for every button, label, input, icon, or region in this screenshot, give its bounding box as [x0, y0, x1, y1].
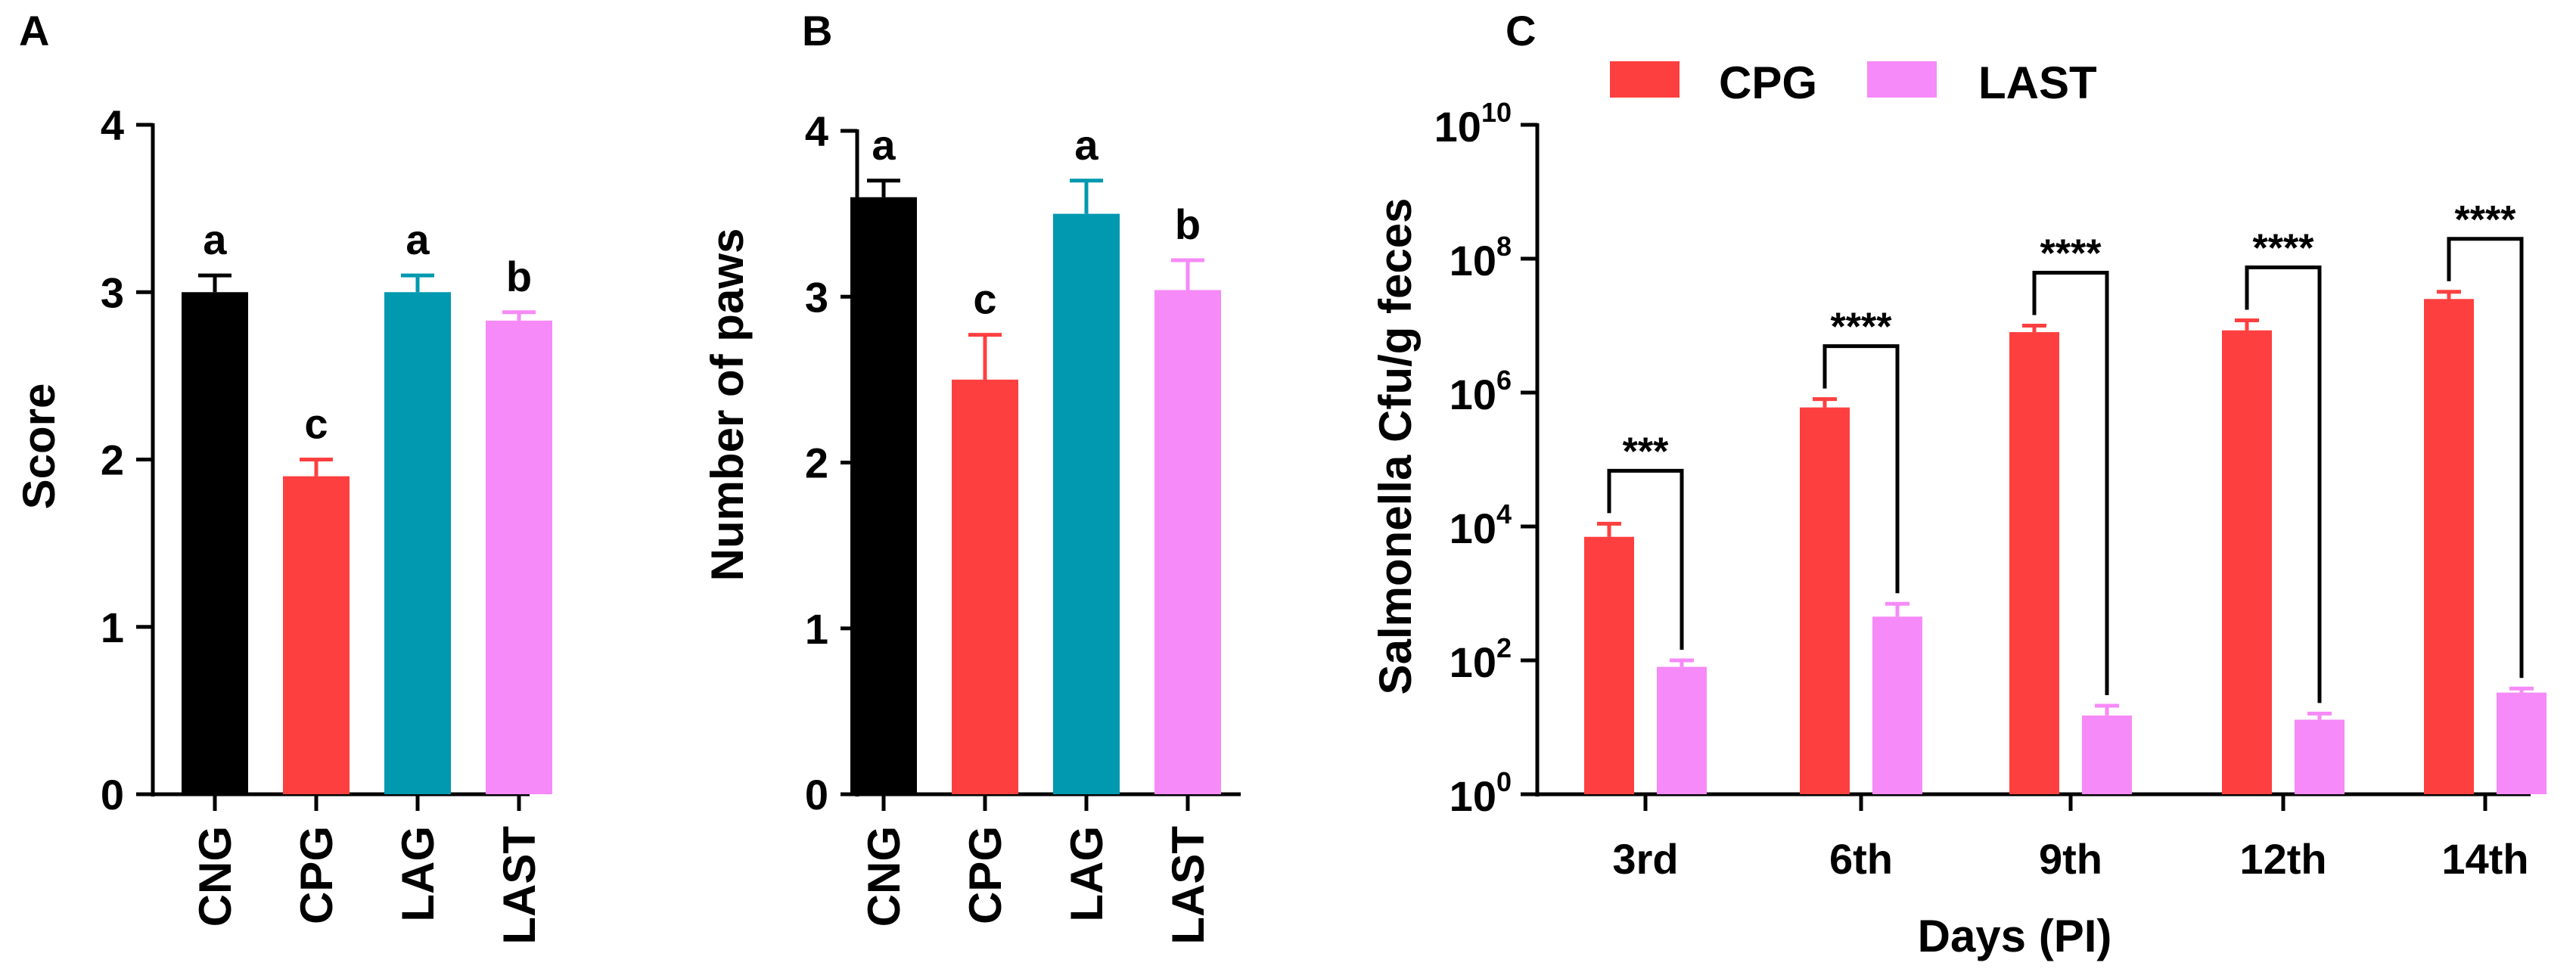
significance-stars: **** — [2455, 198, 2517, 242]
x-tick-label: 3rd — [1612, 835, 1678, 883]
y-tick-label: 108 — [1450, 231, 1512, 284]
significance-bracket — [2447, 237, 2524, 679]
y-tick-label: 2 — [805, 439, 828, 487]
significance-stars: **** — [1831, 306, 1893, 349]
significance-stars: **** — [2040, 232, 2102, 276]
bar-last-12th — [2295, 719, 2345, 794]
x-tick-label: 14th — [2441, 835, 2528, 883]
y-tick-label: 104 — [1450, 498, 1512, 552]
y-tick-label: 4 — [101, 101, 124, 149]
significance-letter: c — [973, 275, 996, 323]
x-tick-label: 6th — [1829, 835, 1893, 883]
bar-cpg-6th — [1800, 407, 1850, 794]
bar-cng — [182, 292, 248, 794]
y-tick-label: 3 — [101, 269, 124, 316]
significance-stars: **** — [2253, 226, 2315, 270]
bar-last — [1154, 290, 1221, 795]
significance-letter: a — [203, 216, 227, 263]
y-axis-label-b: Number of paws — [702, 228, 753, 582]
legend-label-last: LAST — [1978, 57, 2097, 108]
bar-cpg-3rd — [1584, 536, 1634, 794]
panel-label-b: B — [802, 7, 832, 54]
bar-cng — [850, 197, 917, 794]
legend-label-cpg: CPG — [1719, 57, 1817, 108]
legend-swatch-last — [1867, 61, 1937, 98]
bar-lag — [1053, 213, 1120, 794]
y-tick-label: 0 — [101, 771, 124, 818]
panel-c: C Salmonella Cfu/g feces Days (PI) CPG L… — [1370, 7, 2546, 961]
y-tick-label: 0 — [805, 771, 828, 818]
panel-label-c: C — [1506, 7, 1536, 54]
x-tick-label: CPG — [291, 826, 342, 924]
y-tick-label: 102 — [1450, 632, 1512, 686]
legend-swatch-cpg — [1610, 61, 1680, 98]
y-tick-label: 1010 — [1434, 97, 1512, 151]
bar-last — [486, 320, 552, 794]
y-tick-label: 1 — [101, 604, 124, 651]
x-tick-label: 12th — [2239, 835, 2326, 883]
x-tick-label: LAST — [494, 826, 545, 945]
x-tick-label: CPG — [960, 826, 1011, 924]
bar-cpg — [952, 379, 1018, 794]
bar-last-9th — [2082, 715, 2132, 794]
y-tick-label: 100 — [1450, 766, 1512, 820]
significance-letter: a — [872, 121, 896, 169]
significance-stars: *** — [1623, 430, 1669, 474]
significance-letter: b — [1175, 200, 1201, 248]
y-axis-label-c: Salmonella Cfu/g feces — [1370, 198, 1421, 695]
significance-bracket — [1822, 344, 1900, 594]
bar-cpg-9th — [2009, 332, 2059, 794]
significance-letter: a — [406, 216, 430, 263]
panel-label-a: A — [19, 7, 49, 54]
bar-last-14th — [2497, 692, 2546, 794]
significance-letter: c — [304, 400, 328, 448]
y-tick-label: 3 — [805, 273, 828, 321]
significance-bracket — [2245, 265, 2322, 703]
y-tick-label: 2 — [101, 436, 124, 484]
significance-letter: a — [1074, 121, 1098, 169]
legend: CPG LAST — [1610, 57, 2097, 108]
panel-a: A Score 0 1 2 3 4 a CNG c CPG a LAG b LAST — [14, 7, 552, 945]
y-axis-label-a: Score — [14, 384, 64, 510]
significance-bracket — [2032, 271, 2109, 695]
significance-letter: b — [506, 253, 532, 300]
y-tick-label: 1 — [805, 605, 828, 653]
x-tick-label: LAST — [1163, 826, 1213, 945]
x-tick-label: CNG — [859, 826, 909, 927]
significance-bracket — [1607, 468, 1684, 650]
bar-cpg-12th — [2222, 330, 2272, 794]
x-tick-label: 9th — [2039, 835, 2102, 883]
y-tick-label: 106 — [1450, 365, 1512, 418]
x-tick-label: LAG — [1061, 826, 1112, 922]
bar-last-6th — [1872, 616, 1922, 794]
bar-last-3rd — [1657, 666, 1707, 794]
x-axis-label-c: Days (PI) — [1918, 911, 2112, 961]
x-tick-label: CNG — [190, 826, 241, 927]
bar-cpg-14th — [2424, 299, 2474, 794]
bar-cpg — [283, 476, 350, 794]
y-tick-label: 4 — [805, 107, 828, 155]
bar-lag — [384, 292, 451, 794]
x-tick-label: LAG — [393, 826, 443, 922]
